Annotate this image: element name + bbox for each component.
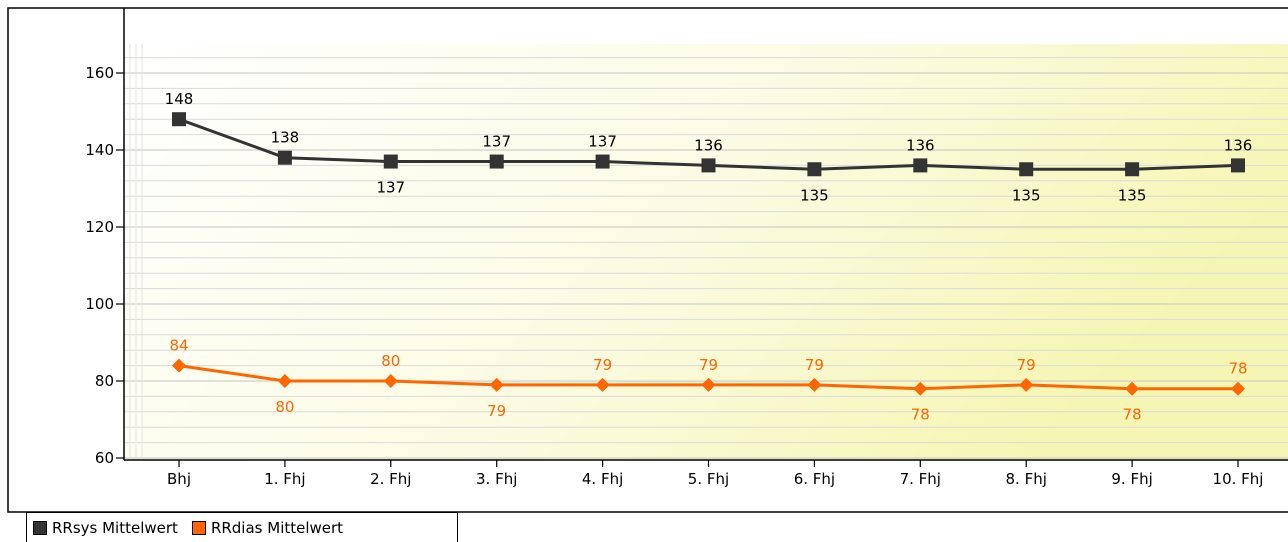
data-point-rrsys — [701, 158, 716, 173]
x-tick-label: 6. Fhj — [794, 470, 835, 488]
legend: RRsys Mittelwert RRdias Mittelwert — [26, 512, 458, 542]
x-tick-label: 5. Fhj — [688, 470, 729, 488]
data-label-rrdias: 79 — [699, 356, 718, 374]
data-label-rrsys: 137 — [588, 133, 617, 151]
data-point-rrdias — [701, 377, 716, 392]
y-tick-label: 160 — [85, 64, 114, 82]
x-tick-label: 1. Fhj — [264, 470, 305, 488]
data-label-rrsys: 137 — [376, 179, 405, 197]
data-label-rrsys: 148 — [165, 90, 194, 108]
data-label-rrsys: 135 — [1012, 186, 1041, 204]
data-label-rrdias: 80 — [275, 398, 294, 416]
x-tick-label: 10. Fhj — [1213, 470, 1264, 488]
x-tick-label: 9. Fhj — [1111, 470, 1152, 488]
data-point-rrsys — [913, 158, 928, 173]
data-point-rrdias — [383, 374, 398, 388]
data-label-rrsys: 136 — [694, 136, 723, 154]
legend-item-rrdias: RRdias Mittelwert — [191, 518, 344, 537]
data-point-rrdias — [913, 381, 928, 396]
data-label-rrsys: 137 — [482, 133, 511, 151]
data-label-rrdias: 78 — [911, 406, 930, 424]
legend-label-rrsys: RRsys Mittelwert — [52, 518, 178, 537]
data-point-rrsys — [172, 112, 186, 127]
data-point-rrdias — [1019, 377, 1034, 392]
data-label-rrdias: 84 — [169, 337, 188, 355]
x-tick-label: 4. Fhj — [582, 470, 623, 488]
data-label-rrdias: 78 — [1123, 406, 1142, 424]
y-tick-label: 100 — [85, 295, 114, 313]
y-tick-label: 60 — [95, 449, 114, 467]
legend-item-rrsys: RRsys Mittelwert — [33, 519, 178, 537]
data-point-rrdias — [1231, 381, 1245, 396]
data-label-rrdias: 79 — [1017, 356, 1036, 374]
x-tick-label: 2. Fhj — [370, 470, 411, 488]
data-label-rrdias: 78 — [1228, 360, 1247, 378]
data-label-rrdias: 79 — [593, 356, 612, 374]
data-point-rrsys — [277, 150, 292, 165]
data-label-rrdias: 79 — [487, 402, 506, 420]
x-tick-label: 3. Fhj — [476, 470, 517, 488]
data-point-rrsys — [383, 154, 398, 169]
x-tick-label: 7. Fhj — [900, 470, 941, 488]
data-point-rrdias — [1125, 381, 1140, 396]
data-label-rrsys: 136 — [906, 136, 935, 154]
data-point-rrdias — [172, 358, 186, 373]
data-label-rrsys: 136 — [1224, 136, 1253, 154]
data-point-rrsys — [1019, 162, 1034, 177]
data-point-rrdias — [807, 377, 822, 392]
data-label-rrsys: 135 — [1118, 186, 1147, 204]
y-tick-label: 120 — [85, 218, 114, 236]
x-tick-label: Bhj — [167, 470, 191, 488]
data-label-rrdias: 80 — [381, 352, 400, 370]
data-point-rrsys — [595, 154, 610, 169]
data-point-rrdias — [595, 377, 610, 392]
legend-label-rrdias: RRdias Mittelwert — [210, 518, 344, 537]
y-tick-label: 140 — [85, 141, 114, 159]
data-point-rrdias — [489, 377, 504, 392]
data-label-rrsys: 135 — [800, 186, 829, 204]
data-point-rrsys — [1231, 158, 1245, 173]
data-point-rrsys — [1125, 162, 1140, 177]
plot-background — [124, 44, 1288, 460]
legend-swatch-rrsys — [33, 520, 47, 535]
legend-swatch-rrdias — [191, 520, 206, 535]
data-label-rrdias: 79 — [805, 356, 824, 374]
x-tick-label: 8. Fhj — [1006, 470, 1047, 488]
data-point-rrsys — [807, 162, 822, 177]
y-tick-label: 80 — [95, 372, 114, 390]
data-point-rrdias — [277, 374, 292, 388]
data-point-rrsys — [489, 154, 504, 169]
data-label-rrsys: 138 — [271, 129, 300, 147]
